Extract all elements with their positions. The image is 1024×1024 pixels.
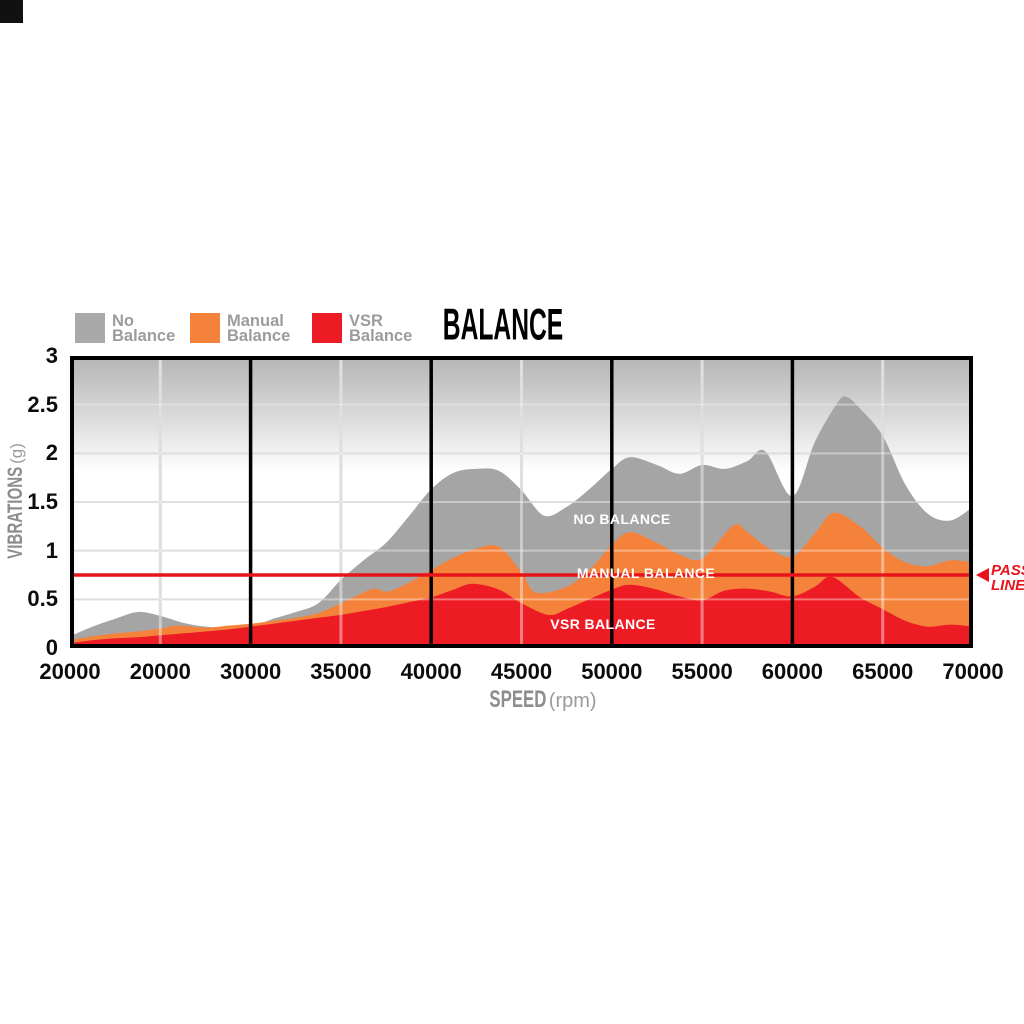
x-axis-unit: (rpm) xyxy=(548,690,597,712)
legend-item-manual-balance: Manual Balance xyxy=(190,313,290,344)
pass-line-arrow-icon xyxy=(976,568,989,582)
y-axis-title: VIBRATIONS (g) xyxy=(4,443,28,559)
chart-title-text: BALANCE xyxy=(442,299,564,350)
x-tick-label: 20000 xyxy=(129,659,191,684)
y-tick-label: 1.5 xyxy=(27,489,58,514)
y-tick-label: 0 xyxy=(45,635,58,660)
no-balance-area-label: NO BALANCE xyxy=(573,511,671,527)
legend-label-vsr-balance: VSR Balance xyxy=(349,312,413,345)
x-axis-title: SPEED (rpm) xyxy=(489,686,596,714)
no-balance-swatch xyxy=(75,313,105,343)
corner-mark xyxy=(0,0,23,23)
legend-item-vsr-balance: VSR Balance xyxy=(312,313,412,344)
series-area-2 xyxy=(70,576,973,648)
y-axis-title-text: VIBRATIONS xyxy=(4,466,27,559)
chart-title: BALANCE xyxy=(395,299,610,350)
x-tick-label: 20000 xyxy=(39,659,101,684)
y-axis-unit: (g) xyxy=(7,443,26,464)
y-tick-label: 3 xyxy=(45,343,58,368)
legend-label-no-balance: No Balance xyxy=(112,312,176,345)
manual-balance-area-label: MANUAL BALANCE xyxy=(576,565,716,581)
x-tick-label: 70000 xyxy=(942,659,1004,684)
vsr-balance-area-label: VSR BALANCE xyxy=(550,616,656,632)
y-tick-label: 2.5 xyxy=(27,391,58,417)
plot-border xyxy=(70,356,973,648)
x-axis-title-text: SPEED xyxy=(489,686,547,713)
x-tick-label: 60000 xyxy=(761,659,823,684)
x-tick-label: 50000 xyxy=(581,659,643,684)
pass-line-label: PASS LINE xyxy=(991,562,1024,594)
chart-svg xyxy=(70,356,973,648)
x-tick-label: 65000 xyxy=(852,659,914,684)
x-tick-label: 40000 xyxy=(400,659,462,684)
vsr-balance-swatch xyxy=(312,313,342,343)
x-tick-label: 55000 xyxy=(671,659,733,684)
x-tick-label: 30000 xyxy=(220,659,282,684)
plot-area xyxy=(70,356,973,648)
x-tick-label: 45000 xyxy=(490,659,553,684)
y-tick-label: 1 xyxy=(45,537,58,563)
manual-balance-swatch xyxy=(190,313,220,343)
y-tick-label: 0.5 xyxy=(27,586,58,612)
legend-label-manual-balance: Manual Balance xyxy=(227,312,291,345)
x-tick-label: 35000 xyxy=(310,659,372,684)
legend-item-no-balance: No Balance xyxy=(75,313,175,344)
y-tick-label: 2 xyxy=(45,440,58,466)
